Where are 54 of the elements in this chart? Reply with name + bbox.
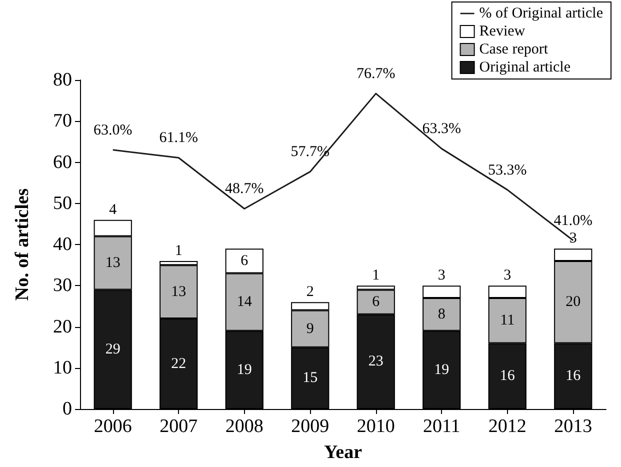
legend-label: % of Original article xyxy=(479,6,604,22)
data-label: 23 xyxy=(368,354,384,370)
data-label: 61.1% xyxy=(159,130,198,146)
x-tick-label: 2011 xyxy=(422,416,460,437)
y-tick-label: 0 xyxy=(62,398,72,420)
data-label: 41.0% xyxy=(554,212,592,229)
data-label: 13 xyxy=(171,284,186,300)
y-tick-label: 30 xyxy=(53,275,72,296)
data-label: 19 xyxy=(434,362,450,378)
y-tick-label: 70 xyxy=(53,110,72,132)
legend-label: Review xyxy=(479,24,526,40)
y-tick-label: 50 xyxy=(53,192,72,214)
y-tick-label: 20 xyxy=(53,316,72,338)
data-label: 48.7% xyxy=(225,181,264,198)
y-tick-label: 80 xyxy=(53,70,72,90)
data-label: 16 xyxy=(500,368,516,384)
data-label: 15 xyxy=(302,370,318,386)
data-label: 20 xyxy=(566,294,581,310)
data-label: 11 xyxy=(500,312,515,329)
x-tick-label: 2010 xyxy=(356,416,395,437)
data-label: 16 xyxy=(566,368,582,384)
data-label: 2 xyxy=(306,284,314,300)
x-tick-label: 2009 xyxy=(291,416,330,437)
data-label: 3 xyxy=(438,268,446,284)
data-label: 9 xyxy=(306,320,314,337)
legend-label: Case report xyxy=(479,42,549,58)
data-label: 6 xyxy=(372,294,380,310)
x-tick-label: 2012 xyxy=(488,416,526,437)
data-label: 13 xyxy=(105,255,120,272)
data-label: 3 xyxy=(569,230,577,247)
y-axis-title: No. of articles xyxy=(12,188,33,301)
x-tick-label: 2008 xyxy=(225,416,264,437)
x-axis-title: Year xyxy=(324,442,363,463)
x-tick-label: 2013 xyxy=(554,416,592,437)
data-label: 6 xyxy=(240,252,249,269)
y-tick-label: 60 xyxy=(53,152,72,173)
data-label: 63.3% xyxy=(422,121,461,138)
data-label: 63.0% xyxy=(94,122,132,138)
x-tick-label: 2007 xyxy=(160,416,198,437)
data-label: 76.7% xyxy=(356,66,396,82)
data-label: 29 xyxy=(105,341,120,358)
data-label: 53.3% xyxy=(488,162,527,178)
y-tick-label: 10 xyxy=(53,357,72,378)
data-label: 8 xyxy=(438,306,446,322)
legend-label: Original article xyxy=(479,60,571,76)
data-label: 22 xyxy=(171,356,186,372)
data-label: 1 xyxy=(372,268,380,284)
data-label: 3 xyxy=(504,268,512,284)
x-tick-label: 2006 xyxy=(94,416,132,437)
data-label: 4 xyxy=(109,202,118,218)
data-label: 14 xyxy=(236,294,252,310)
y-tick-label: 40 xyxy=(53,234,72,255)
data-label: 1 xyxy=(174,242,182,259)
data-label: 19 xyxy=(236,362,252,378)
